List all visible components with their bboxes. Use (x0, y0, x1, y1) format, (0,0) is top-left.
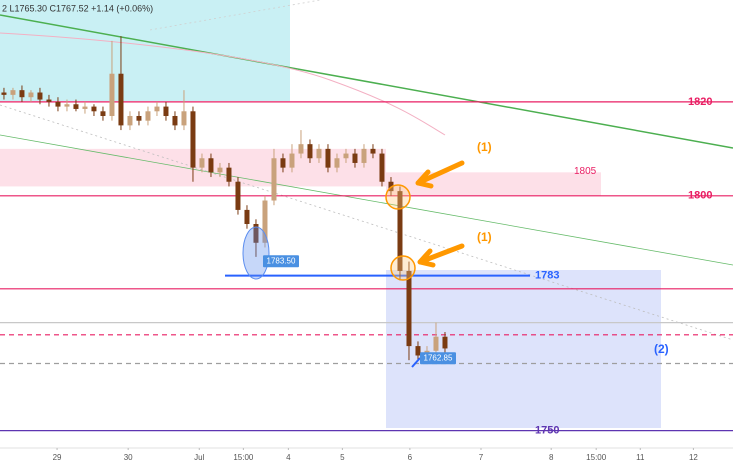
marker-circle (390, 255, 416, 281)
x-tick-label: 30 (124, 453, 133, 462)
candle-body (289, 153, 295, 168)
candle-body (10, 90, 16, 95)
candle-body (415, 346, 421, 356)
x-tick-label: 15:00 (586, 453, 607, 462)
zone-label: 1805 (574, 166, 597, 177)
candle-body (235, 181, 241, 210)
arrow (415, 160, 465, 189)
zone (386, 172, 601, 196)
candle-body (226, 167, 232, 182)
candle-body (334, 158, 340, 168)
candle-body (217, 167, 223, 173)
candle-body (172, 115, 178, 126)
candle-body (397, 191, 403, 271)
candle-body (1, 92, 7, 95)
x-tick-label: 29 (53, 453, 62, 462)
candle-body (244, 209, 250, 224)
projection-line (0, 104, 733, 341)
x-tick-label: 11 (636, 453, 645, 462)
trend-line (0, 14, 733, 149)
candle-body (154, 106, 160, 112)
candle-body (379, 153, 385, 182)
x-tick-label: 12 (689, 453, 698, 462)
candle-body (28, 92, 34, 98)
x-tick-label: 15:00 (233, 453, 254, 462)
arrow (411, 357, 421, 368)
candle-body (208, 158, 214, 173)
x-tick-label: 5 (340, 453, 345, 462)
candle-body (361, 148, 367, 163)
x-tick-label: 8 (549, 453, 554, 462)
annotation: (2) (654, 342, 669, 356)
x-tick-label: 7 (479, 453, 484, 462)
arrow (417, 243, 465, 268)
candle-body (343, 153, 349, 159)
candle-body (253, 224, 259, 243)
candle-body (442, 336, 448, 349)
candle-body (271, 158, 277, 201)
candle-body (307, 144, 313, 159)
candle-body (136, 115, 142, 121)
candle-body (298, 144, 304, 154)
candle-body (109, 73, 115, 116)
price-label-box (420, 352, 456, 365)
candle-body (19, 90, 25, 98)
candle-body (46, 99, 52, 102)
candle-body (82, 106, 88, 109)
marker-circle (385, 184, 411, 210)
candle-body (100, 111, 106, 116)
trend-line (0, 134, 733, 266)
candle-body (91, 106, 97, 112)
candle-body (370, 148, 376, 154)
candle-body (37, 92, 43, 100)
candle-body (199, 158, 205, 168)
candle-body (262, 200, 268, 243)
level-label: 1800 (688, 190, 712, 202)
annotation: (1) (477, 230, 492, 244)
candle-body (181, 111, 187, 126)
candle-body (433, 336, 439, 351)
ohlc-text: 2 L1765.30 C1767.52 +1.14 (+0.06%) (2, 3, 153, 13)
x-tick-label: 6 (408, 453, 413, 462)
candle-body (55, 101, 61, 107)
candle-body (316, 148, 322, 159)
candle-body (163, 106, 169, 116)
price-label: 1783.50 (267, 256, 296, 265)
level-label: 1750 (535, 425, 559, 437)
candle-body (64, 104, 70, 107)
x-tick-label: Jul (194, 453, 204, 462)
candle-body (145, 111, 151, 121)
target-box (386, 270, 661, 428)
candle-body (118, 73, 124, 126)
candle-body (406, 270, 412, 347)
candle-body (325, 148, 331, 168)
candle-body (127, 115, 133, 126)
marker-ellipse (242, 226, 270, 280)
annotation: (1) (477, 140, 492, 154)
price-label: 1762.85 (424, 353, 453, 362)
moving-average (0, 32, 446, 136)
level-label: 1783 (535, 270, 559, 282)
highlight-box (0, 0, 290, 101)
x-tick-label: 4 (286, 453, 291, 462)
candle-body (352, 153, 358, 163)
candle-body (280, 158, 286, 168)
projection-line (149, 0, 321, 31)
candle-body (73, 104, 79, 109)
level-label: 1820 (688, 96, 712, 108)
x-axis (0, 448, 733, 465)
candle-body (190, 111, 196, 168)
price-label-box (263, 255, 299, 268)
